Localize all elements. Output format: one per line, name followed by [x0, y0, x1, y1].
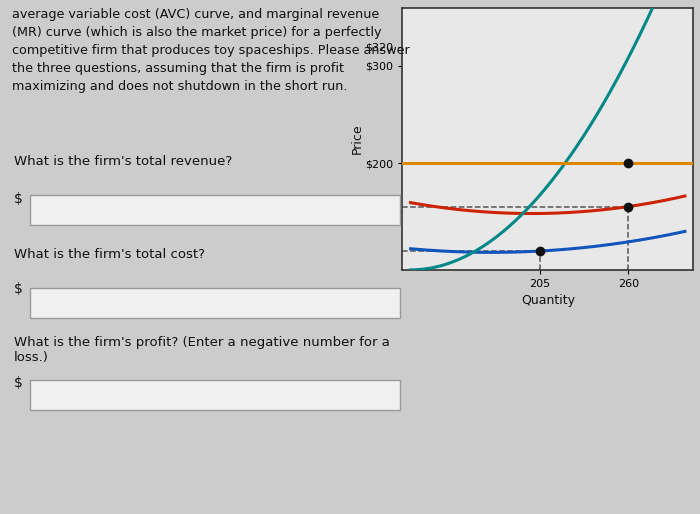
Text: $: $	[14, 376, 23, 390]
Text: average variable cost (AVC) curve, and marginal revenue
(MR) curve (which is als: average variable cost (AVC) curve, and m…	[12, 8, 409, 93]
Text: What is the firm's total revenue?: What is the firm's total revenue?	[14, 155, 232, 168]
FancyBboxPatch shape	[30, 195, 400, 225]
X-axis label: Quantity: Quantity	[521, 295, 575, 307]
Text: $: $	[14, 282, 23, 296]
Text: What is the firm's total cost?: What is the firm's total cost?	[14, 248, 205, 261]
FancyBboxPatch shape	[30, 380, 400, 410]
Text: What is the firm's profit? (Enter a negative number for a
loss.): What is the firm's profit? (Enter a nega…	[14, 336, 390, 364]
Y-axis label: Price: Price	[351, 123, 364, 154]
Text: $: $	[14, 192, 23, 206]
FancyBboxPatch shape	[30, 288, 400, 318]
